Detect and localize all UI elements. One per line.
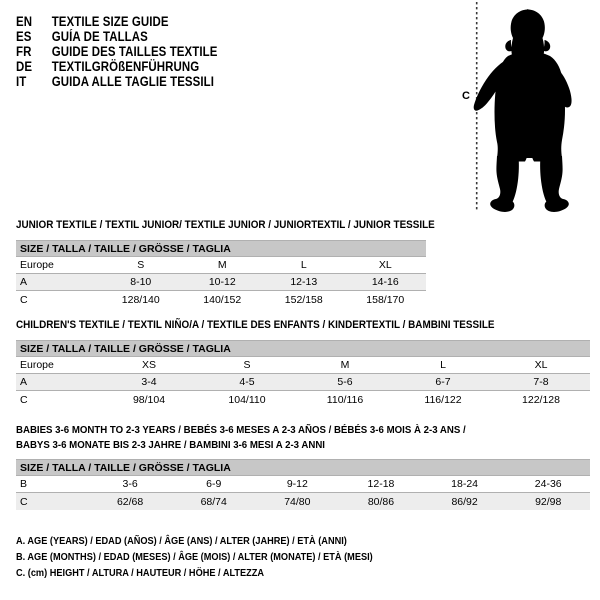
svg-text:C: C [462, 90, 470, 102]
